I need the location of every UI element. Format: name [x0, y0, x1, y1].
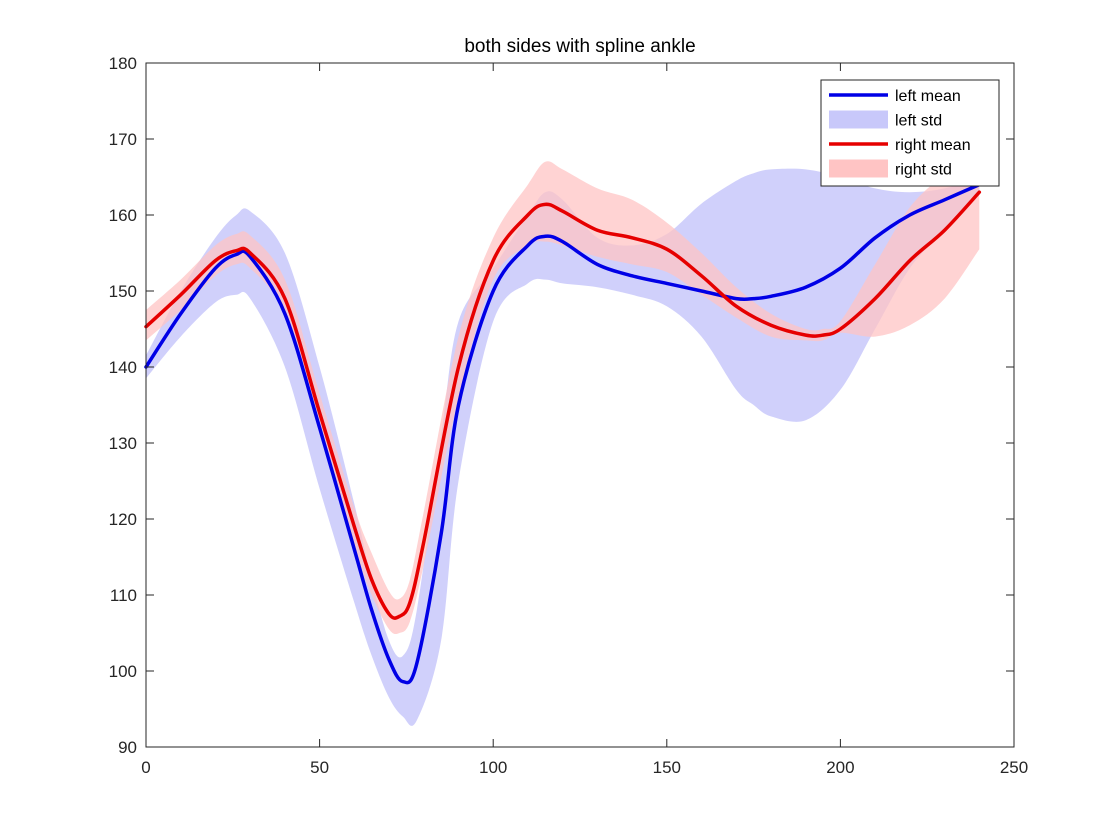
legend-label: right mean [895, 137, 971, 154]
x-tick-label: 0 [141, 758, 150, 777]
y-tick-label: 150 [109, 282, 137, 301]
chart-title: both sides with spline ankle [464, 36, 695, 57]
x-tick-label: 100 [479, 758, 507, 777]
mean-lines [144, 182, 982, 685]
x-tick-label: 250 [1000, 758, 1028, 777]
y-tick-label: 100 [109, 662, 137, 681]
left-mean-line [144, 182, 982, 685]
y-tick-label: 170 [109, 130, 137, 149]
y-tick-label: 130 [109, 434, 137, 453]
y-tick-label: 180 [109, 54, 137, 73]
y-tick-label: 140 [109, 358, 137, 377]
legend-label: right std [895, 162, 952, 179]
axis-ticks: 0 50 100 150 200 250 90 100 110 120 130 140 150 160 17… [109, 54, 1029, 777]
axes-box [145, 62, 1015, 748]
y-tick-label: 160 [109, 206, 137, 225]
x-tick-label: 200 [826, 758, 854, 777]
x-tick-label: 50 [310, 758, 329, 777]
x-tick-label: 150 [653, 758, 681, 777]
legend: left mean left std right mean right std [820, 79, 1000, 187]
legend-label: left std [895, 113, 942, 130]
std-bands [146, 139, 980, 726]
left-std-band [146, 168, 980, 726]
left-legend-band-swatch [829, 110, 888, 129]
y-tick-label: 90 [118, 738, 137, 757]
right-legend-band-swatch [829, 159, 888, 178]
legend-label: left mean [895, 88, 961, 105]
right-mean-line [144, 190, 982, 620]
y-tick-label: 120 [109, 510, 137, 529]
y-tick-label: 110 [110, 586, 137, 605]
right-std-band [146, 139, 980, 635]
